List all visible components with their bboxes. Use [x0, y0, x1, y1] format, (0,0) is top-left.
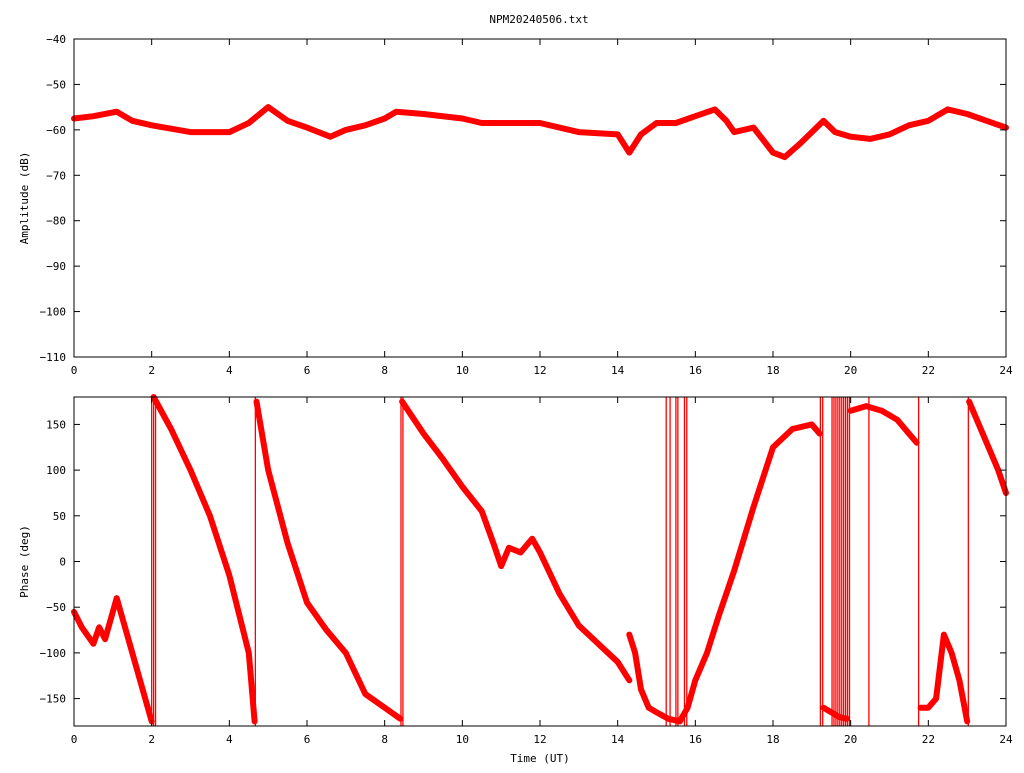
x-tick-label: 6 — [304, 364, 311, 377]
x-tick-label: 14 — [611, 733, 625, 746]
x-tick-label: 18 — [766, 364, 779, 377]
x-tick-label: 16 — [689, 364, 702, 377]
y-tick-label: −60 — [46, 124, 66, 137]
x-tick-label: 2 — [148, 364, 155, 377]
y-tick-label: 100 — [46, 464, 66, 477]
x-tick-label: 24 — [999, 364, 1013, 377]
x-tick-label: 6 — [304, 733, 311, 746]
x-tick-label: 24 — [999, 733, 1013, 746]
phase-segment-4-band — [626, 421, 823, 725]
amplitude-line — [73, 106, 1007, 158]
y-tick-label: −50 — [46, 601, 66, 614]
x-tick-label: 4 — [226, 364, 233, 377]
plot-frame — [73, 38, 1007, 358]
phase-segment-1-band — [150, 394, 258, 725]
x-tick-label: 12 — [533, 733, 546, 746]
x-tick-label: 0 — [71, 733, 78, 746]
y-tick-label: −100 — [40, 647, 67, 660]
phase-segment-6 — [850, 405, 918, 444]
phase-segment-8 — [968, 401, 1007, 494]
plot-frame — [73, 396, 1007, 727]
x-tick-label: 2 — [148, 733, 155, 746]
y-tick-label: −70 — [46, 169, 66, 182]
x-tick-label: 18 — [766, 733, 779, 746]
phase-segment-3-band — [399, 398, 633, 684]
x-tick-label: 0 — [71, 364, 78, 377]
y-tick-label: −90 — [46, 260, 66, 273]
x-axis-label: Time (UT) — [510, 752, 570, 765]
phase-segment-0-band — [71, 595, 155, 725]
series-traces — [71, 394, 1009, 726]
x-tick-label: 12 — [533, 364, 546, 377]
y-tick-label: −40 — [46, 33, 66, 46]
x-tick-label: 10 — [456, 364, 469, 377]
phase-segment-7 — [920, 633, 968, 722]
y-axis-label: Phase (deg) — [18, 525, 31, 598]
series-traces — [71, 104, 1009, 161]
y-tick-label: −110 — [40, 351, 67, 364]
y-tick-label: −100 — [40, 306, 67, 319]
y-tick-label: −80 — [46, 215, 66, 228]
x-tick-label: 16 — [689, 733, 702, 746]
x-tick-label: 22 — [922, 364, 935, 377]
phase-panel: 0 2 4 6 8 10 12 14 16 18 20 22 24−150−100−5005010015… — [18, 394, 1013, 765]
amplitude-panel: 0 2 4 6 8 10 12 14 16 18 20 22 24−110−100−90−80−70−6… — [18, 33, 1013, 377]
y-axis-label: Amplitude (dB) — [18, 152, 31, 245]
x-tick-label: 8 — [381, 364, 388, 377]
phase-segment-1 — [152, 396, 256, 722]
y-tick-label: 0 — [59, 556, 66, 569]
phase-segment-2-band — [253, 398, 404, 722]
phase-segment-3 — [401, 401, 630, 681]
y-tick-label: 150 — [46, 418, 66, 431]
phase-segment-5 — [823, 707, 847, 720]
x-tick-label: 14 — [611, 364, 625, 377]
phase-segment-4 — [628, 423, 821, 723]
x-tick-label: 22 — [922, 733, 935, 746]
y-tick-label: −50 — [46, 78, 66, 91]
y-tick-label: 50 — [53, 510, 66, 523]
x-tick-label: 8 — [381, 733, 388, 746]
x-tick-label: 20 — [844, 364, 857, 377]
x-tick-label: 10 — [456, 733, 469, 746]
y-tick-label: −150 — [40, 693, 67, 706]
x-tick-label: 4 — [226, 733, 233, 746]
chart-title: NPM20240506.txt — [489, 13, 588, 26]
x-tick-label: 20 — [844, 733, 857, 746]
phase-segment-2 — [255, 401, 401, 720]
phase-segment-0 — [73, 597, 153, 722]
